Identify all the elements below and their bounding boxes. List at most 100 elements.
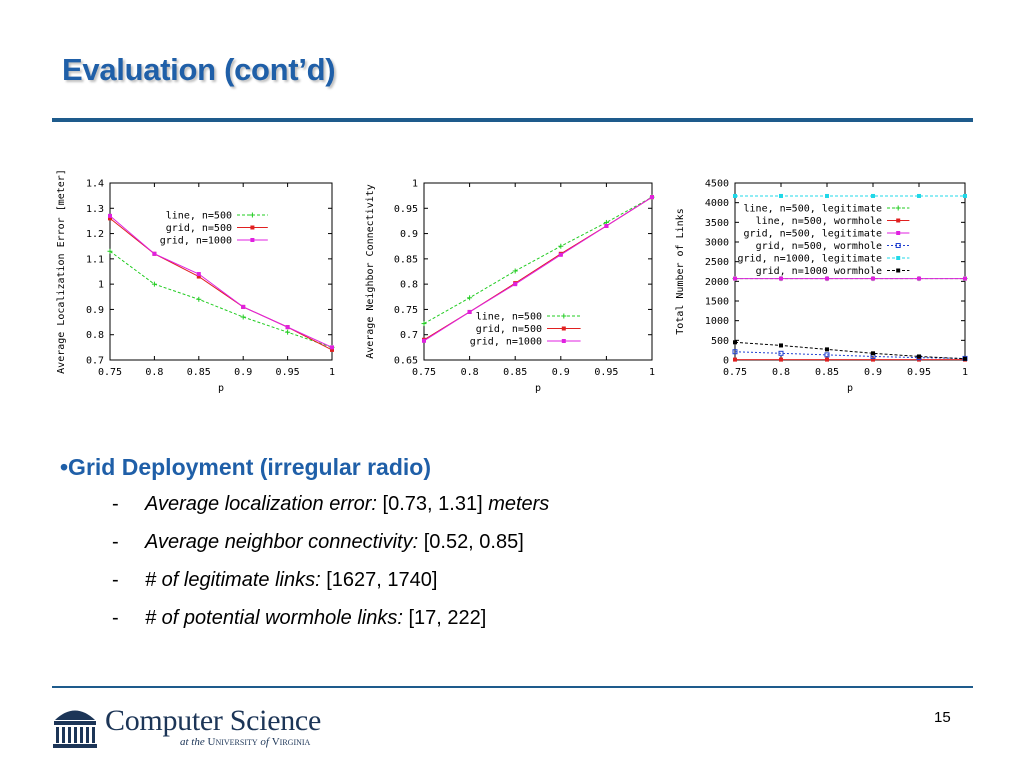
y-tick-label: 0.8 <box>86 330 104 341</box>
bullet-value: [17, 222] <box>408 607 487 629</box>
x-tick-label: 1 <box>649 367 655 378</box>
x-tick-label: 1 <box>329 367 335 378</box>
x-tick-label: 0.95 <box>907 367 931 378</box>
series-line <box>423 196 653 325</box>
y-tick-label: 3000 <box>705 238 729 249</box>
y-axis-label: Total Number of Links <box>675 208 686 334</box>
point-marker <box>917 354 921 359</box>
bullet-dash: - <box>112 569 119 591</box>
bullet-value: [1627, 1740] <box>326 569 438 591</box>
point-marker <box>917 276 921 281</box>
bullet-dash: - <box>112 493 119 515</box>
y-tick-label: 0.7 <box>400 330 418 341</box>
point-marker <box>825 193 829 198</box>
point-marker <box>963 276 967 281</box>
point-marker <box>825 276 829 281</box>
neighbor-connectivity-chart: 0.75 0.8 0.85 0.9 0.95 1 0.65 0.7 0.75 0.8 0.85 0.9… <box>365 179 655 395</box>
point-marker <box>963 356 967 361</box>
point-marker <box>896 256 901 260</box>
legend-label: line, n=500, legitimate <box>744 204 882 215</box>
legend-label: line, n=500, wormhole <box>756 216 882 227</box>
point-marker <box>561 339 566 343</box>
bullet-item-neighbor-connectivity: - Average neighbor connectivity: [0.52, … <box>60 529 549 555</box>
legend-label: grid, n=500 <box>476 324 542 335</box>
point-marker <box>871 193 875 198</box>
x-axis-label: p <box>847 383 853 394</box>
y-tick-label: 500 <box>711 336 729 347</box>
x-tick-label: 0.85 <box>187 367 211 378</box>
point-marker <box>896 218 901 223</box>
bullet-label: # of legitimate links: <box>145 569 321 591</box>
title-divider <box>52 118 973 122</box>
x-tick-label: 0.75 <box>723 367 747 378</box>
point-marker <box>241 304 246 309</box>
point-marker <box>825 357 829 362</box>
x-tick-label: 0.85 <box>503 367 527 378</box>
x-tick-label: 0.75 <box>98 367 122 378</box>
point-marker <box>963 193 967 198</box>
legend-label: line, n=500 <box>166 211 232 222</box>
y-axis-label: Average Neighbor Connectivity <box>365 184 376 359</box>
legend-label: grid, n=1000 <box>160 236 232 247</box>
point-marker <box>196 274 201 279</box>
series-line <box>109 250 333 348</box>
x-tick-label: 0.8 <box>772 367 790 378</box>
legend-label: line, n=500 <box>476 312 542 323</box>
y-tick-label: 1.2 <box>86 229 104 240</box>
point-marker <box>513 282 518 287</box>
point-marker <box>917 193 921 198</box>
bullet-heading: •Grid Deployment (irregular radio) <box>60 454 431 480</box>
rotunda-logo-icon <box>53 710 97 748</box>
y-tick-label: 2000 <box>705 277 729 288</box>
x-tick-label: 0.8 <box>145 367 163 378</box>
point-marker <box>732 349 738 355</box>
y-tick-label: 0.95 <box>394 204 418 215</box>
y-tick-label: 0.65 <box>394 356 418 367</box>
point-marker <box>895 243 901 248</box>
series-line <box>109 215 333 348</box>
x-axis-label: p <box>218 383 224 394</box>
y-tick-label: 2500 <box>705 257 729 268</box>
legend-label: grid, n=1000 wormhole <box>756 266 882 277</box>
point-marker <box>779 357 783 362</box>
bullet-value: [0.73, 1.31] <box>382 493 483 515</box>
x-tick-label: 0.9 <box>864 367 882 378</box>
y-tick-label: 1000 <box>705 316 729 327</box>
point-marker <box>250 238 255 242</box>
point-marker <box>108 213 112 218</box>
y-tick-label: 0.9 <box>86 305 104 316</box>
point-marker <box>825 347 829 352</box>
x-tick-label: 0.95 <box>276 367 300 378</box>
point-marker <box>152 251 157 256</box>
y-tick-label: 3500 <box>705 218 729 229</box>
bullet-list: •Grid Deployment (irregular radio) - Ave… <box>60 454 549 643</box>
point-marker <box>871 351 875 356</box>
localization-error-chart: 0.75 0.8 0.85 0.9 0.95 1 0.7 0.8 0.9 1 1.1 1.2 1.3 1.… <box>56 169 335 394</box>
point-marker <box>561 326 566 331</box>
point-marker <box>733 276 737 281</box>
x-tick-label: 0.75 <box>412 367 436 378</box>
point-marker <box>779 276 783 281</box>
y-tick-label: 0.75 <box>394 305 418 316</box>
logo-subtitle: at the University of Virginia <box>180 736 311 748</box>
point-marker <box>733 193 737 198</box>
point-marker <box>330 345 334 350</box>
bullet-dash: - <box>112 607 119 629</box>
legend-label: grid, n=500, wormhole <box>756 241 882 252</box>
y-tick-label: 0.8 <box>400 280 418 291</box>
bullet-item-localization-error: - Average localization error: [0.73, 1.3… <box>60 491 549 517</box>
point-marker <box>108 216 112 221</box>
point-marker <box>650 195 654 200</box>
bullet-label: Average localization error: <box>145 493 377 515</box>
page-number: 15 <box>934 709 951 726</box>
y-tick-label: 0.7 <box>86 356 104 367</box>
bullet-dash: - <box>112 531 119 553</box>
y-tick-label: 1.4 <box>86 179 104 190</box>
x-tick-label: 0.9 <box>552 367 570 378</box>
point-marker <box>778 350 784 356</box>
y-tick-label: 1.1 <box>86 254 104 265</box>
y-tick-label: 4000 <box>705 198 729 209</box>
bullet-label: # of potential wormhole links: <box>145 607 403 629</box>
bullet-item-legitimate-links: - # of legitimate links: [1627, 1740] <box>60 567 549 593</box>
point-marker <box>779 343 783 348</box>
